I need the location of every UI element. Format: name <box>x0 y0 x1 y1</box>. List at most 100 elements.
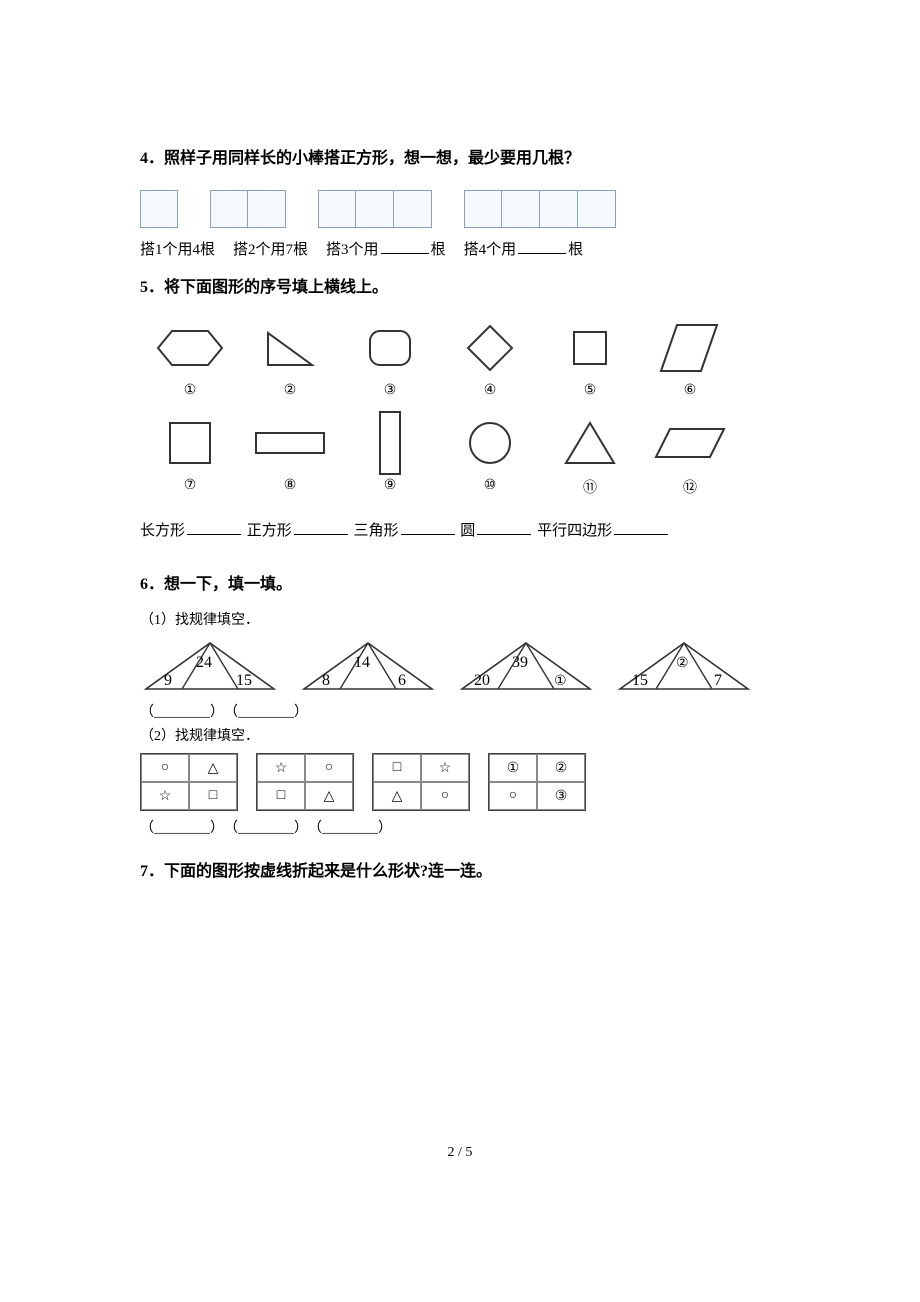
q4-group-4 <box>464 190 616 228</box>
q4-label-2: 搭2个用7根 <box>233 238 308 259</box>
shape-circle: ⑩ <box>440 413 540 497</box>
blank <box>518 238 566 254</box>
svg-text:39: 39 <box>512 654 528 671</box>
square <box>140 190 178 228</box>
text: 平行四边形 <box>537 523 612 539</box>
triangle-diagram: 20 39 ① <box>456 637 596 695</box>
blank <box>477 519 531 535</box>
shape-label: ⑨ <box>384 477 397 494</box>
shape-label: ④ <box>484 382 497 399</box>
q6-sub2-answers: （________） （________） （________） <box>140 817 780 837</box>
text: 正方形 <box>247 523 292 539</box>
page-number: 2 / 5 <box>140 1145 780 1161</box>
svg-text:9: 9 <box>164 672 172 689</box>
shape-hexagon: ① <box>140 318 240 399</box>
text: 根 <box>568 242 583 258</box>
grid-cell: ☆ <box>421 754 469 782</box>
q4-label-4: 搭4个用 根 <box>464 238 584 259</box>
q6-heading: 6．想一下，填一填。 <box>140 572 780 598</box>
grid-cell: □ <box>189 782 237 810</box>
grid-cell: □ <box>257 782 305 810</box>
grid-cell: ③ <box>537 782 585 810</box>
text: 长方形 <box>140 523 185 539</box>
svg-text:8: 8 <box>322 672 330 689</box>
svg-text:14: 14 <box>354 654 370 671</box>
q6-triangle-row: 9 24 15 8 14 6 20 39 ① <box>140 637 780 695</box>
triangle-diagram: 9 24 15 <box>140 637 280 695</box>
shape-rounded-square: ③ <box>340 318 440 399</box>
q5-answer-line: 长方形 正方形 三角形 圆 平行四边形 <box>140 517 780 546</box>
q4-label-1: 搭1个用4根 <box>140 238 215 259</box>
square <box>540 190 578 228</box>
q4-group-3 <box>318 190 432 228</box>
grid-cell: ○ <box>421 782 469 810</box>
q7-heading: 7．下面的图形按虚线折起来是什么形状?连一连。 <box>140 859 780 885</box>
shape-square: ⑦ <box>140 413 240 497</box>
shape-label: ⑪ <box>583 477 597 497</box>
q5-shape-grid: ① ② ③ ④ ⑤ ⑥ ⑦ ⑧ <box>140 318 780 511</box>
svg-text:24: 24 <box>196 654 212 671</box>
pattern-grid: ① ② ○ ③ <box>488 753 586 811</box>
text: 搭3个用 <box>326 242 379 258</box>
svg-text:15: 15 <box>632 672 648 689</box>
text: 根 <box>431 242 446 258</box>
q6-sub1: （1）找规律填空． <box>140 609 780 629</box>
q4-group-1 <box>140 190 178 228</box>
grid-cell: ☆ <box>141 782 189 810</box>
text: 搭4个用 <box>464 242 517 258</box>
shape-label: ⑥ <box>684 382 697 399</box>
shape-square-small: ⑤ <box>540 318 640 399</box>
grid-cell: ② <box>537 754 585 782</box>
grid-cell: ○ <box>141 754 189 782</box>
shape-diamond: ④ <box>440 318 540 399</box>
triangle-diagram: 8 14 6 <box>298 637 438 695</box>
shape-parallelogram: ⑫ <box>640 413 740 497</box>
q4-heading: 4．照样子用同样长的小棒搭正方形，想一想，最少要用几根？ <box>140 146 780 172</box>
q5-heading: 5．将下面图形的序号填上横线上。 <box>140 275 780 301</box>
grid-cell: ☆ <box>257 754 305 782</box>
blank <box>614 519 668 535</box>
shape-label: ③ <box>384 382 397 399</box>
svg-text:①: ① <box>554 674 567 689</box>
shape-triangle: ⑪ <box>540 413 640 497</box>
text: 三角形 <box>354 523 399 539</box>
shape-right-triangle: ② <box>240 318 340 399</box>
pattern-grid: □ ☆ △ ○ <box>372 753 470 811</box>
grid-cell: ○ <box>489 782 537 810</box>
shape-label: ⑩ <box>484 477 497 494</box>
blank <box>294 519 348 535</box>
blank <box>381 238 429 254</box>
pattern-grid: ○ △ ☆ □ <box>140 753 238 811</box>
grid-cell: ① <box>489 754 537 782</box>
square <box>210 190 248 228</box>
q4-labels: 搭1个用4根 搭2个用7根 搭3个用 根 搭4个用 根 <box>140 238 780 259</box>
grid-cell: ○ <box>305 754 353 782</box>
shape-label: ⑦ <box>184 477 197 494</box>
shape-long-rect: ⑧ <box>240 413 340 497</box>
svg-text:6: 6 <box>398 672 406 689</box>
grid-cell: △ <box>189 754 237 782</box>
shape-label: ⑤ <box>584 382 597 399</box>
q4-square-row <box>140 190 780 228</box>
shape-parallelogram-tall: ⑥ <box>640 318 740 399</box>
square <box>394 190 432 228</box>
q4-label-3: 搭3个用 根 <box>326 238 446 259</box>
square <box>356 190 394 228</box>
shape-label: ① <box>184 382 197 399</box>
q4-group-2 <box>210 190 286 228</box>
triangle-diagram: 15 ② 7 <box>614 637 754 695</box>
grid-cell: □ <box>373 754 421 782</box>
shape-label: ⑫ <box>683 477 697 497</box>
worksheet-page: 4．照样子用同样长的小棒搭正方形，想一想，最少要用几根？ 搭1个用4根 搭2个用… <box>0 0 920 1221</box>
blank <box>187 519 241 535</box>
svg-text:②: ② <box>676 656 689 671</box>
q6-sub1-answers: （________） （________） <box>140 701 780 721</box>
shape-label: ⑧ <box>284 477 297 494</box>
grid-cell: △ <box>373 782 421 810</box>
pattern-grid: ☆ ○ □ △ <box>256 753 354 811</box>
q6-grid-row: ○ △ ☆ □ ☆ ○ □ △ □ ☆ △ ○ ① ② ○ ③ <box>140 753 780 811</box>
blank <box>401 519 455 535</box>
shape-label: ② <box>284 382 297 399</box>
grid-cell: △ <box>305 782 353 810</box>
q6-sub2: （2）找规律填空． <box>140 725 780 745</box>
